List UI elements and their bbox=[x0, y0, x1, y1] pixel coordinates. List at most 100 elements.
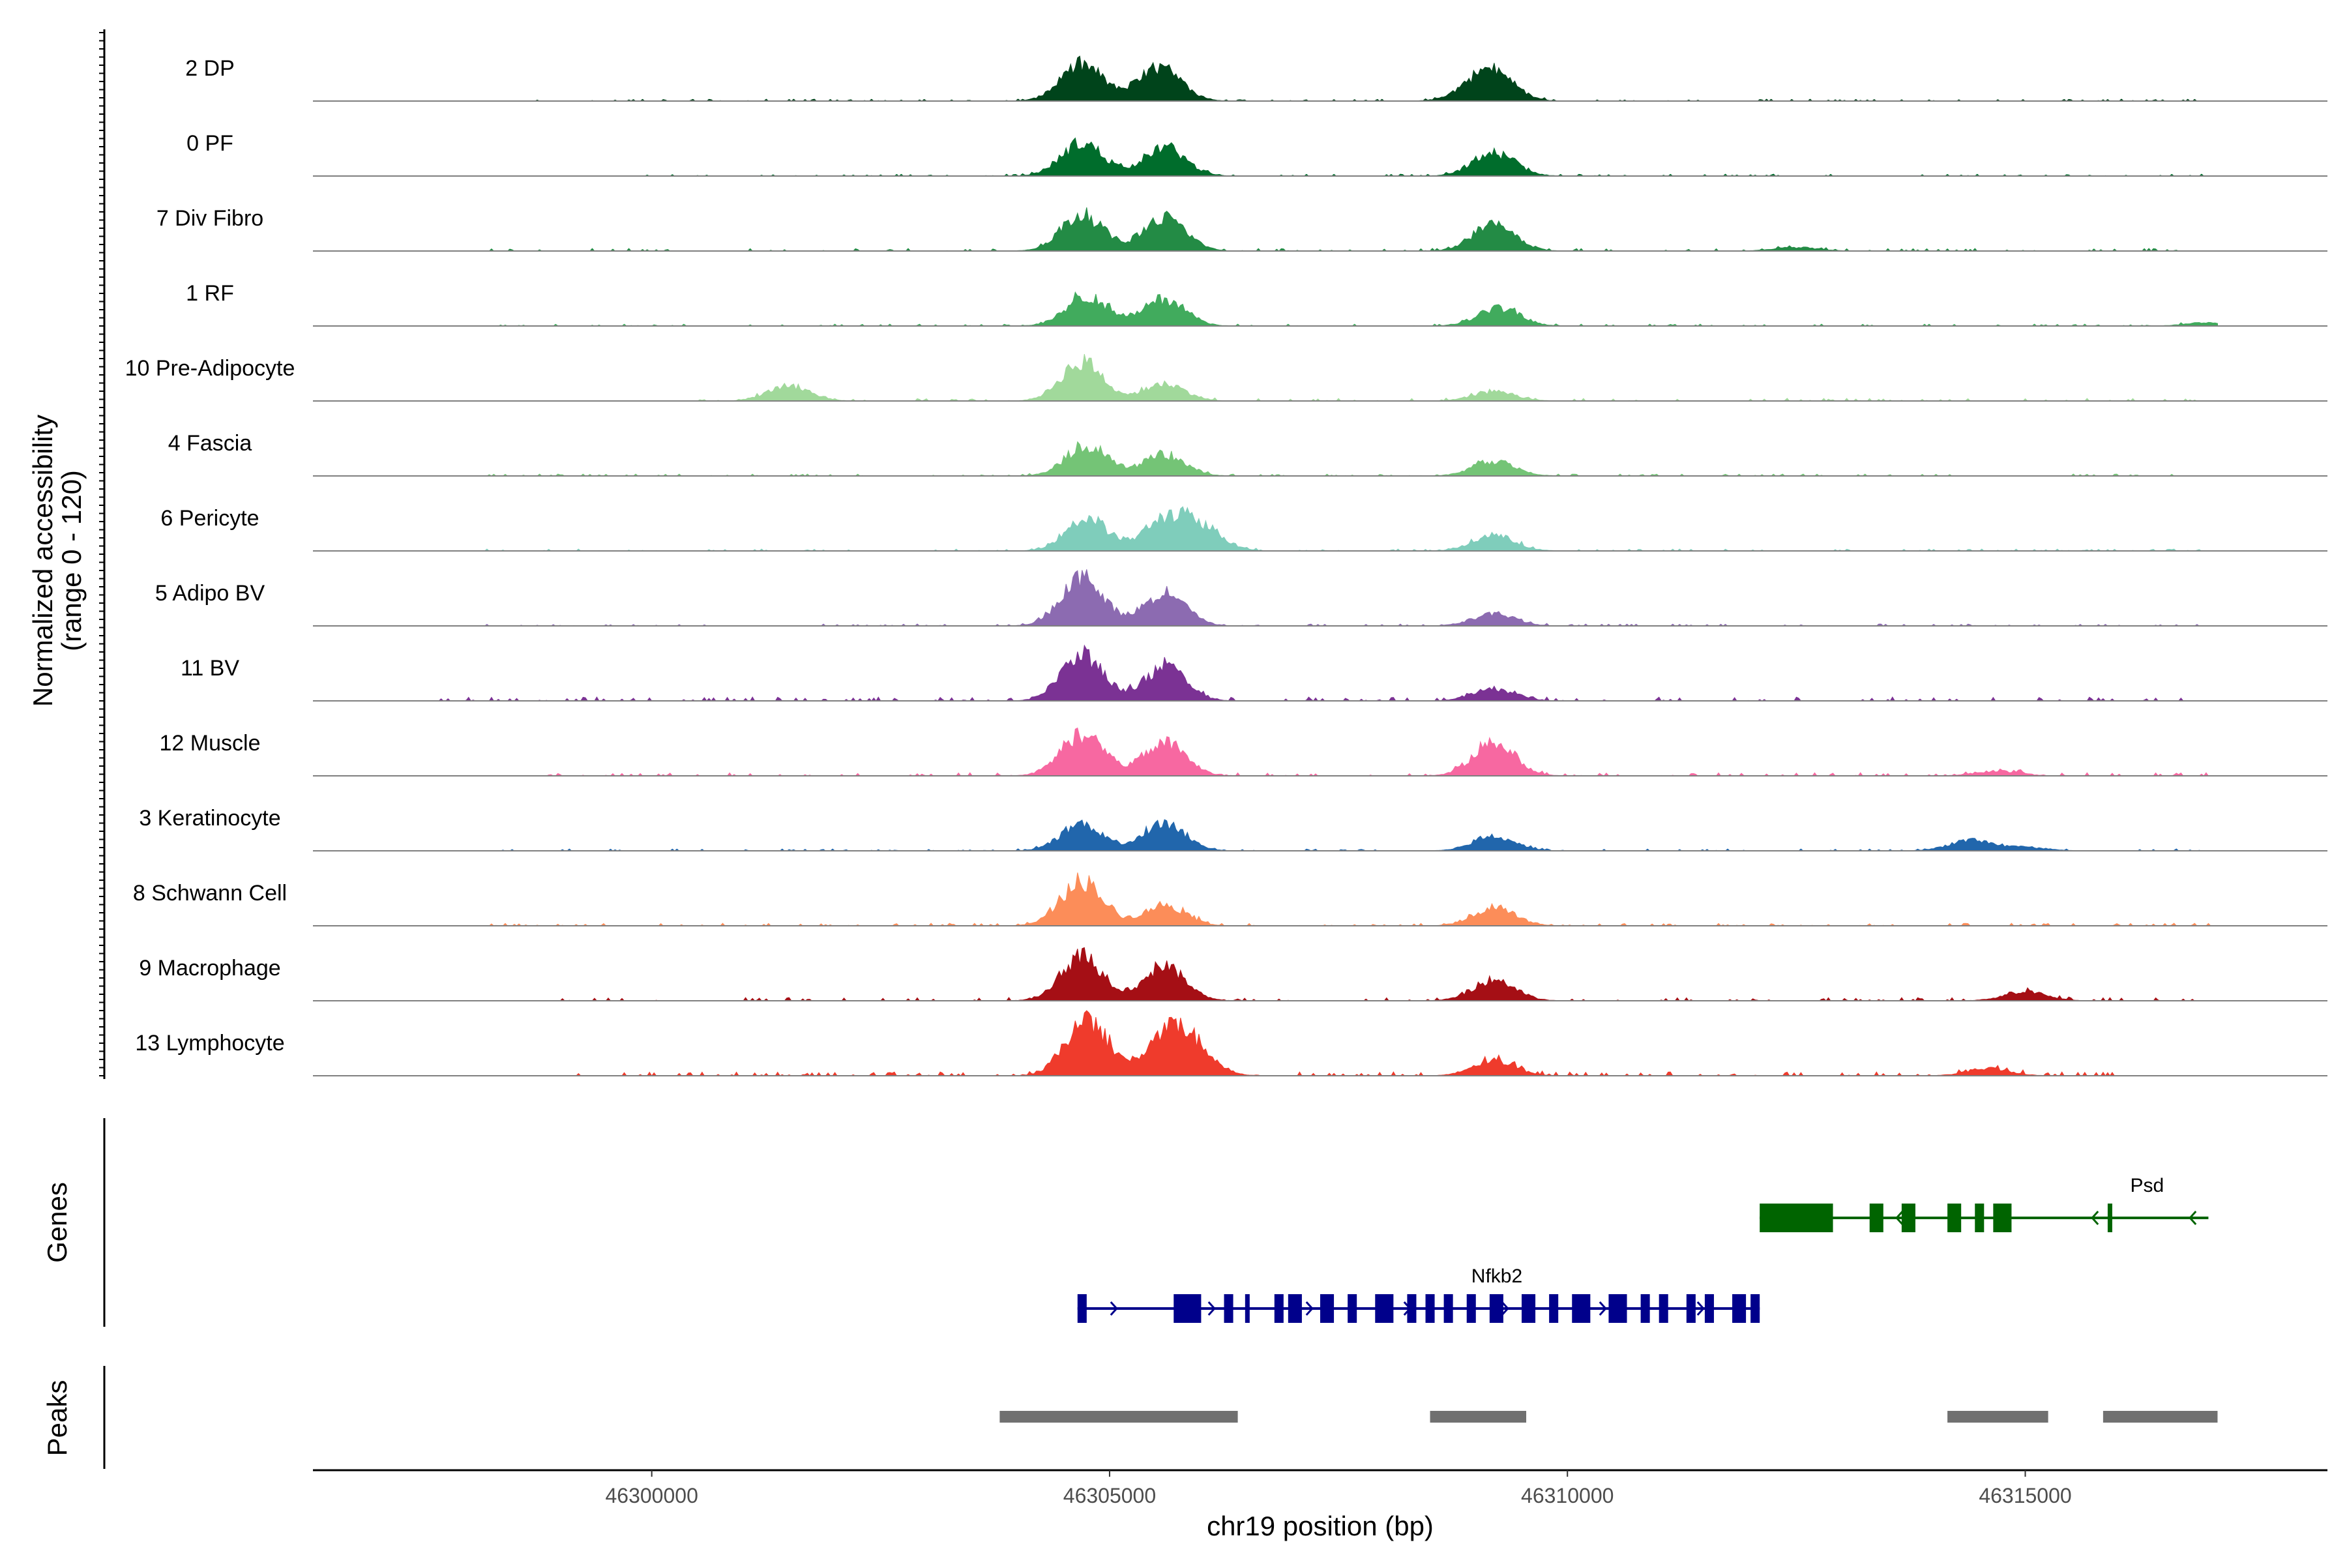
gene-nfkb2: Nfkb2 bbox=[1077, 1265, 1760, 1323]
y-axis bbox=[99, 29, 106, 1079]
track-6-pericyte: 6 Pericyte bbox=[160, 506, 2327, 552]
gene-exon bbox=[1522, 1294, 1536, 1323]
x-tick-label: 46305000 bbox=[1063, 1484, 1156, 1507]
coverage-area-2-dp bbox=[422, 55, 2218, 102]
track-label-3-keratinocyte: 3 Keratinocyte bbox=[139, 806, 280, 831]
x-tick-label: 46315000 bbox=[1979, 1484, 2071, 1507]
coverage-area-12-muscle bbox=[422, 727, 2218, 777]
track-label-13-lymphocyte: 13 Lymphocyte bbox=[135, 1031, 284, 1056]
y-axis-range: (range 0 - 120) bbox=[56, 470, 87, 651]
strand-arrow bbox=[1305, 1301, 1314, 1316]
track-label-9-macrophage: 9 Macrophage bbox=[139, 956, 280, 981]
coverage-tracks: 2 DP 0 PF 7 Div Fibro 1 RF 10 Pre-Adipocyte 4… bbox=[125, 55, 2327, 1076]
strand-arrow bbox=[2091, 1210, 2099, 1226]
x-tick-label: 46300000 bbox=[605, 1484, 698, 1507]
y-axis-title-group: Normalized accessibility (range 0 - 120) bbox=[27, 415, 87, 707]
strand-arrow bbox=[1599, 1301, 1607, 1316]
gene-exon bbox=[1947, 1204, 1962, 1232]
track-label-12-muscle: 12 Muscle bbox=[160, 731, 261, 756]
track-label-6-pericyte: 6 Pericyte bbox=[160, 506, 259, 531]
gene-exon bbox=[1224, 1294, 1233, 1323]
gene-models: Psd Nfkb2 bbox=[1077, 1175, 2209, 1323]
x-axis-title: chr19 position (bp) bbox=[1207, 1511, 1434, 1541]
strand-arrow bbox=[1207, 1301, 1216, 1316]
gene-exon bbox=[1288, 1294, 1302, 1323]
coverage-area-9-macrophage bbox=[422, 947, 2218, 1001]
track-8-schwann-cell: 8 Schwann Cell bbox=[133, 872, 2327, 926]
coverage-area-0-pf bbox=[422, 137, 2218, 177]
track-label-0-pf: 0 PF bbox=[186, 131, 233, 156]
track-label-1-rf: 1 RF bbox=[186, 281, 234, 306]
gene-exon bbox=[1608, 1294, 1627, 1323]
peak-regions bbox=[999, 1411, 2218, 1423]
coverage-area-5-adipo-bv bbox=[422, 569, 2218, 627]
strand-arrow bbox=[1696, 1301, 1705, 1316]
y-axis-title: Normalized accessibility bbox=[27, 415, 58, 707]
gene-exon bbox=[1704, 1294, 1714, 1323]
gene-exon bbox=[1686, 1294, 1696, 1323]
gene-psd: Psd bbox=[1760, 1175, 2209, 1232]
gene-exon bbox=[1640, 1294, 1650, 1323]
coverage-area-10-pre-adipocyte bbox=[422, 353, 2218, 402]
peaks-panel-title: Peaks bbox=[42, 1380, 72, 1457]
gene-exon bbox=[1901, 1204, 1915, 1232]
peak-region bbox=[1430, 1411, 1527, 1423]
gene-label-psd: Psd bbox=[2130, 1175, 2164, 1196]
gene-exon bbox=[1750, 1294, 1760, 1323]
track-label-8-schwann-cell: 8 Schwann Cell bbox=[133, 881, 287, 906]
gene-exon bbox=[1732, 1294, 1747, 1323]
peaks-panel: Peaks bbox=[42, 1366, 2218, 1469]
gene-label-nfkb2: Nfkb2 bbox=[1471, 1265, 1522, 1287]
y-axis-ticks bbox=[99, 32, 104, 1076]
gene-exon bbox=[1659, 1294, 1668, 1323]
gene-exon bbox=[1320, 1294, 1335, 1323]
track-10-pre-adipocyte: 10 Pre-Adipocyte bbox=[125, 353, 2327, 402]
track-2-dp: 2 DP bbox=[185, 55, 2327, 102]
coverage-area-3-keratinocyte bbox=[422, 819, 2218, 851]
coverage-area-13-lymphocyte bbox=[422, 1010, 2218, 1076]
gene-exon bbox=[1274, 1294, 1284, 1323]
gene-exon bbox=[1245, 1294, 1250, 1323]
track-label-10-pre-adipocyte: 10 Pre-Adipocyte bbox=[125, 356, 295, 381]
strand-arrow bbox=[2189, 1210, 2197, 1226]
x-axis: 46300000 46305000 46310000 46315000 chr19 p… bbox=[313, 1469, 2327, 1541]
track-11-bv: 11 BV bbox=[181, 644, 2327, 702]
gene-exon bbox=[1489, 1294, 1503, 1323]
track-9-macrophage: 9 Macrophage bbox=[139, 947, 2327, 1001]
coverage-area-1-rf bbox=[422, 291, 2218, 327]
peak-region bbox=[2103, 1411, 2218, 1423]
gene-exon bbox=[2107, 1204, 2112, 1232]
track-label-7-div-fibro: 7 Div Fibro bbox=[156, 206, 263, 231]
track-0-pf: 0 PF bbox=[186, 131, 2327, 177]
track-label-2-dp: 2 DP bbox=[185, 56, 235, 81]
peak-region bbox=[1947, 1411, 2048, 1423]
gene-exon bbox=[1425, 1294, 1435, 1323]
gene-exon bbox=[1174, 1294, 1202, 1323]
track-1-rf: 1 RF bbox=[186, 281, 2327, 327]
gene-exon bbox=[1375, 1294, 1394, 1323]
gene-exon bbox=[1407, 1294, 1417, 1323]
gene-exon bbox=[1348, 1294, 1357, 1323]
gene-exon bbox=[1572, 1294, 1591, 1323]
track-3-keratinocyte: 3 Keratinocyte bbox=[139, 806, 2327, 851]
genes-panel: Genes Psd Nfkb2 bbox=[42, 1118, 2209, 1327]
gene-exon bbox=[1993, 1204, 2012, 1232]
track-4-fascia: 4 Fascia bbox=[168, 431, 2327, 477]
x-axis-ticks: 46300000 46305000 46310000 46315000 bbox=[605, 1470, 2072, 1507]
x-tick-label: 46310000 bbox=[1521, 1484, 1614, 1507]
track-7-div-fibro: 7 Div Fibro bbox=[156, 206, 2327, 252]
gene-exon bbox=[1443, 1294, 1453, 1323]
gene-exon bbox=[1549, 1294, 1559, 1323]
gene-exon bbox=[1077, 1294, 1087, 1323]
gene-exon bbox=[1760, 1204, 1833, 1232]
gene-exon bbox=[1869, 1204, 1883, 1232]
coverage-area-11-bv bbox=[422, 644, 2218, 702]
track-5-adipo-bv: 5 Adipo BV bbox=[155, 569, 2327, 627]
track-13-lymphocyte: 13 Lymphocyte bbox=[135, 1010, 2327, 1076]
peak-region bbox=[999, 1411, 1238, 1423]
coverage-area-8-schwann-cell bbox=[422, 872, 2218, 926]
gene-exon bbox=[1466, 1294, 1476, 1323]
genes-panel-title: Genes bbox=[42, 1182, 72, 1263]
track-label-11-bv: 11 BV bbox=[181, 656, 239, 681]
